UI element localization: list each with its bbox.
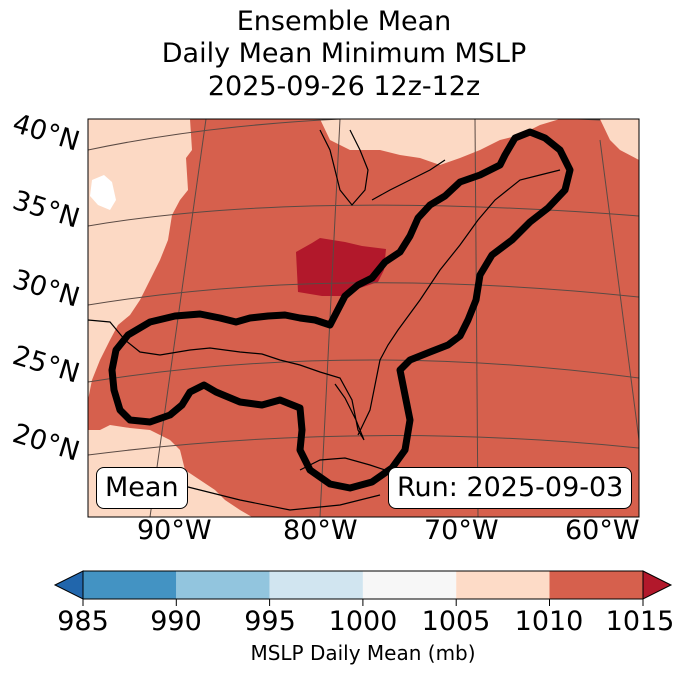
colorbar-bin-995-1000: [269, 571, 363, 599]
lon-label-60w: 60°W: [565, 515, 640, 546]
colorbar-bin-1000-1005: [362, 571, 457, 599]
contour-1010: [108, 128, 574, 492]
run-date-box: Run: 2025-09-03: [388, 467, 633, 509]
lon-label-90w: 90°W: [137, 515, 212, 546]
colorbar-tick-990: 990: [150, 606, 202, 637]
map-frame: [87, 118, 640, 518]
colorbar-bin-990-995: [176, 571, 270, 599]
colorbar-tick-1010: 1010: [514, 606, 584, 637]
mean-label-box: Mean: [96, 467, 188, 509]
colorbar-tick-1000: 1000: [328, 606, 398, 637]
title-line-1: Ensemble Mean: [236, 6, 452, 37]
title-line-3: 2025-09-26 12z-12z: [207, 71, 481, 102]
field-white-patch: [90, 175, 116, 210]
colorbar-low-extend: [53, 570, 84, 600]
colorbar-tick-985: 985: [57, 606, 109, 637]
colorbar-high-extend: [642, 570, 673, 600]
colorbar-tick-1005: 1005: [421, 606, 491, 637]
colorbar-label: MSLP Daily Mean (mb): [250, 641, 476, 665]
colorbar-ticks: [82, 599, 644, 606]
field-1005-1010-west: [88, 119, 192, 400]
colorbar-bin-1010-1015: [549, 571, 643, 599]
title-line-2: Daily Mean Minimum MSLP: [161, 38, 527, 69]
map-panel: [88, 119, 639, 517]
colorbar: [53, 570, 673, 606]
colorbar-bin-1005-1010: [456, 571, 550, 599]
lon-label-80w: 80°W: [283, 515, 358, 546]
colorbar-bin-985-990: [83, 571, 177, 599]
field-1005-1010-north: [320, 119, 560, 165]
colorbar-tick-995: 995: [244, 606, 296, 637]
lon-label-70w: 70°W: [424, 515, 499, 546]
field-1005-1010-east: [600, 119, 639, 160]
colorbar-tick-1015: 1015: [605, 606, 675, 637]
